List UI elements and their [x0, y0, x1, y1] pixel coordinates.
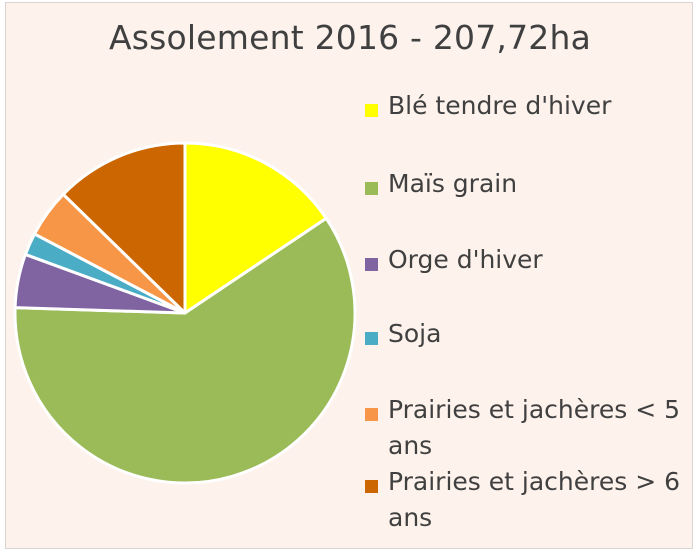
legend-swatch-orge-hiver	[365, 258, 378, 271]
legend-label-soja: Soja	[388, 319, 442, 348]
legend-swatch-soja	[365, 332, 378, 345]
chart-title: Assolement 2016 - 207,72ha	[108, 18, 592, 57]
legend-swatch-prairies-plus-6-ans	[365, 480, 378, 493]
legend-item-ble-tendre-hiver: Blé tendre d'hiver	[365, 88, 690, 124]
legend-item-mais-grain: Maïs grain	[365, 166, 690, 202]
pie-slice-mais-grain	[13, 216, 357, 485]
pie-slice-ble-tendre-hiver	[183, 141, 328, 315]
legend-item-orge-hiver: Orge d'hiver	[365, 242, 690, 278]
legend-item-prairies-moins-5-ans: Prairies et jachères < 5 ans	[365, 392, 690, 464]
legend-swatch-mais-grain	[365, 182, 378, 195]
legend-label-prairies-plus-6-ans: Prairies et jachères > 6 ans	[388, 467, 681, 532]
legend-label-prairies-moins-5-ans: Prairies et jachères < 5 ans	[388, 395, 681, 460]
pie-slice-prairies-plus-6-ans	[61, 141, 187, 315]
legend-swatch-prairies-moins-5-ans	[365, 408, 378, 421]
legend-label-ble-tendre-hiver: Blé tendre d'hiver	[388, 91, 612, 120]
legend-label-orge-hiver: Orge d'hiver	[388, 245, 543, 274]
legend-label-mais-grain: Maïs grain	[388, 169, 518, 198]
legend-swatch-ble-tendre-hiver	[365, 104, 378, 117]
legend-item-prairies-plus-6-ans: Prairies et jachères > 6 ans	[365, 464, 690, 536]
legend-item-soja: Soja	[365, 316, 690, 352]
